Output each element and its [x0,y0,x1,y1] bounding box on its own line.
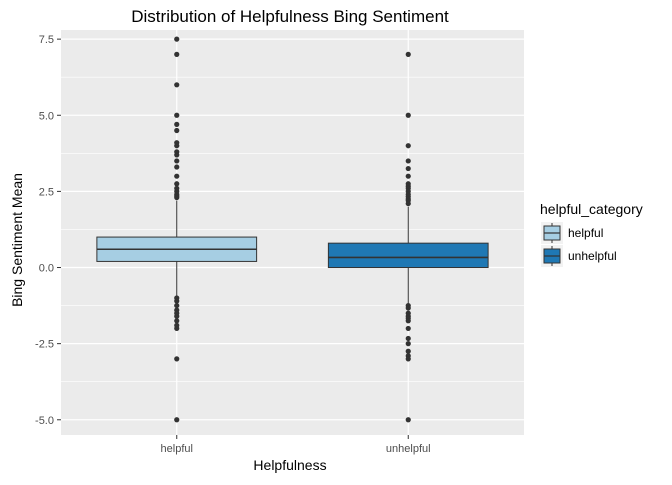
box-unhelpful [327,51,489,423]
y-axis: -5.0 -2.5 0.0 2.5 5.0 7.5 [35,34,61,427]
outlier-point [174,298,180,304]
outlier-point [174,318,180,324]
outlier-point [405,305,411,311]
outlier-point [174,325,180,332]
outlier-point [174,121,180,127]
outlier-point [174,82,180,88]
outlier-point [405,356,411,362]
legend-key-unhelpful [541,245,563,267]
outlier-point [174,36,180,42]
legend-label-unhelpful: unhelpful [568,249,617,263]
box-helpful [96,36,258,423]
outlier-point [174,127,180,134]
outlier-point [405,158,411,164]
outlier-point [405,173,411,179]
legend-key-helpful [541,222,563,244]
box-iqr [327,242,489,269]
outlier-point [405,200,411,207]
outlier-point [405,341,411,347]
x-axis-title: Helpfulness [253,457,326,473]
outlier-point [405,417,411,423]
outlier-point [174,112,180,118]
y-tick-label: 7.5 [39,34,54,46]
y-tick-label: 5.0 [39,110,54,122]
x-axis: helpful unhelpful [161,435,431,455]
plot-panel [61,30,524,435]
outlier-point [405,335,411,342]
legend-title: helpful_category [540,201,643,217]
outlier-point [174,143,180,149]
outlier-point [174,173,180,179]
x-tick-label: unhelpful [386,443,431,455]
outlier-point [174,194,180,201]
outlier-point [174,313,180,319]
x-tick-label: helpful [161,443,193,455]
legend-label-helpful: helpful [568,226,603,240]
outlier-point [405,143,411,149]
outlier-point [174,164,180,170]
outlier-point [405,318,411,324]
y-tick-label: 2.5 [39,186,54,198]
legend: helpful_category helpful unhelpful [540,201,643,267]
y-tick-label: -2.5 [35,339,54,351]
outlier-point [405,165,411,172]
outlier-point [174,181,180,187]
outlier-point [405,348,411,354]
outlier-point [405,112,411,118]
outlier-point [174,158,180,164]
boxes-layer [96,36,489,423]
outlier-point [174,302,180,309]
y-tick-label: -5.0 [35,415,54,427]
outlier-point [174,51,180,57]
chart-title: Distribution of Helpfulness Bing Sentime… [131,7,449,26]
y-tick-label: 0.0 [39,263,54,275]
outlier-point [174,356,180,362]
outlier-point [174,152,180,158]
y-axis-title: Bing Sentiment Mean [9,173,25,307]
outlier-point [174,417,180,423]
outlier-point [405,325,411,332]
outlier-point [405,51,411,57]
